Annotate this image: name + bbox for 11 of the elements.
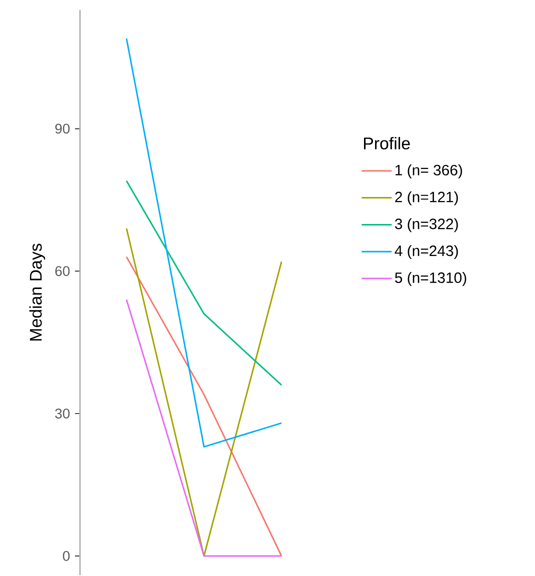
- legend-label: 5 (n=1310): [395, 272, 466, 286]
- legend-label: 1 (n= 366): [396, 164, 462, 178]
- legend-title: Profile: [364, 136, 410, 150]
- y-tick-label: 60: [55, 266, 70, 276]
- y-axis-title: Median Days: [29, 244, 46, 341]
- legend-label: 4 (n=243): [394, 245, 458, 260]
- y-tick-label: 0: [62, 551, 70, 561]
- legend-label: 3 (n=322): [394, 218, 458, 232]
- legend-label: 2 (n=121): [395, 191, 458, 206]
- y-tick-label: 90: [55, 124, 70, 134]
- y-tick-label: 30: [55, 408, 70, 419]
